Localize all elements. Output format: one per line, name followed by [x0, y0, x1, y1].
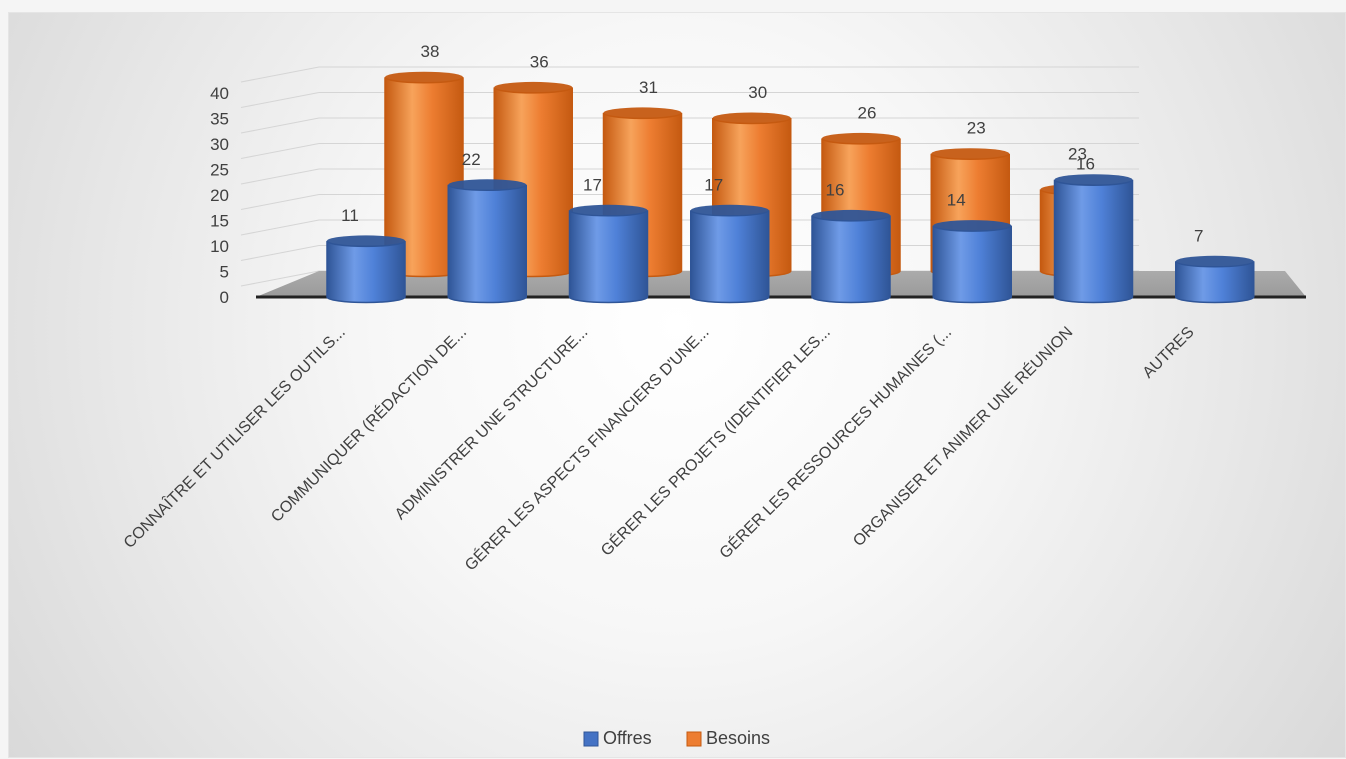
offres-bar-6-body [1053, 179, 1134, 304]
offres-data-label-3: 17 [704, 175, 723, 194]
besoins-bar-3-top [712, 112, 791, 124]
besoins-bar-4-top [822, 132, 900, 144]
y-tick-label: 15 [210, 212, 229, 231]
legend-label-offres: Offres [603, 728, 652, 748]
gridline-side-30 [240, 117, 320, 134]
legend-swatch-besoins [686, 731, 702, 747]
offres-bar-3-body [690, 209, 770, 304]
offres-bar-6-top [1054, 174, 1133, 186]
y-tick-label: 30 [210, 135, 229, 154]
offres-bar-3-top [690, 204, 769, 216]
category-label-4: GÉRER LES PROJETS (IDENTIFIER LES... [597, 322, 834, 559]
offres-bar-5-top [933, 220, 1012, 232]
offres-bar-5 [932, 220, 1012, 304]
offres-data-label-7: 7 [1194, 226, 1203, 245]
offres-bar-4-body [811, 215, 891, 304]
chart-area: 0 5 10 15 20 25 30 35 40 38 11 36 22 31 17 30 17 26 16 23 1… [8, 12, 1346, 758]
y-axis-ticks: 0 5 10 15 20 25 30 35 40 [210, 84, 229, 307]
gridline-side-35 [240, 92, 320, 108]
y-tick-label: 0 [220, 288, 229, 307]
y-tick-label: 20 [210, 186, 229, 205]
category-label-6: ORGANISER ET ANIMER UNE RÉUNION [849, 322, 1077, 550]
offres-bar-1-top [448, 179, 527, 191]
offres-bar-7-body [1175, 260, 1255, 304]
offres-bar-6 [1053, 174, 1134, 304]
gridline-side-0 [240, 270, 320, 287]
offres-data-label-5: 14 [947, 191, 966, 210]
gridline-side-10 [240, 219, 320, 236]
y-tick-label: 35 [210, 110, 229, 129]
offres-bar-4-top [812, 209, 890, 221]
offres-data-label-0: 11 [341, 206, 359, 225]
besoins-data-label-3: 30 [748, 83, 767, 102]
x-axis-labels: CONNAÎTRE ET UTILISER LES OUTILS...COMMU… [119, 322, 1197, 574]
y-tick-label: 5 [220, 263, 229, 282]
offres-data-label-2: 17 [583, 175, 602, 194]
offres-bar-1 [447, 179, 527, 304]
besoins-data-label-1: 36 [530, 52, 549, 71]
y-tick-label: 10 [210, 237, 229, 256]
offres-bar-5-body [932, 225, 1012, 304]
category-label-2: ADMINISTRER UNE STRUCTURE... [392, 324, 591, 523]
offres-data-label-4: 16 [826, 180, 845, 199]
gridline-side-5 [240, 245, 320, 261]
bars-layer [326, 71, 1255, 304]
category-label-1: COMMUNIQUER (RÉDACTION DE... [267, 322, 470, 525]
gridline-side-40 [240, 66, 320, 83]
offres-bar-3 [690, 204, 770, 304]
besoins-bar-1-top [494, 81, 573, 93]
category-label-7: AUTRES [1140, 324, 1198, 382]
offres-bar-7 [1175, 255, 1255, 304]
offres-bar-1-body [447, 184, 527, 304]
y-tick-label: 40 [210, 84, 229, 103]
besoins-data-label-0: 38 [421, 42, 440, 61]
besoins-data-label-6: 16 [1076, 154, 1095, 173]
legend-swatch-offres [583, 731, 599, 747]
legend-label-besoins: Besoins [706, 728, 770, 748]
legend: Offres Besoins [583, 728, 770, 748]
offres-data-label-6: 23 [1068, 145, 1087, 164]
besoins-data-label-4: 26 [858, 103, 877, 122]
category-label-5: GÉRER LES RESSOURCES HUMAINES (... [715, 322, 955, 562]
gridline-side-20 [240, 168, 320, 185]
offres-bar-7-top [1175, 255, 1254, 267]
gridline-side-25 [240, 143, 320, 159]
category-label-3: GÉRER LES ASPECTS FINANCIERS D'UNE... [461, 322, 713, 574]
gridline-side-15 [240, 194, 320, 210]
offres-bar-0-body [326, 240, 406, 304]
offres-bar-2-body [568, 209, 649, 304]
besoins-bar-0-top [385, 71, 463, 83]
besoins-bar-5-top [931, 148, 1010, 160]
besoins-bar-2-top [603, 107, 682, 119]
category-label-0: CONNAÎTRE ET UTILISER LES OUTILS... [119, 322, 348, 551]
offres-bar-2 [568, 204, 649, 304]
offres-bar-0 [326, 235, 406, 304]
besoins-data-label-2: 31 [639, 78, 658, 97]
offres-bar-2-top [569, 204, 648, 216]
offres-data-label-1: 22 [462, 150, 481, 169]
offres-bar-4 [811, 209, 891, 304]
y-tick-label: 25 [210, 161, 229, 180]
besoins-data-label-5: 23 [967, 119, 986, 138]
offres-bar-0-top [327, 235, 405, 247]
